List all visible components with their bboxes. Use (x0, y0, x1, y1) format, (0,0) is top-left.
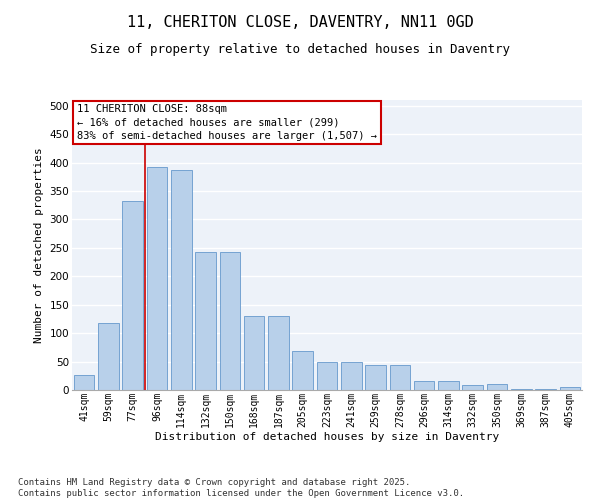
Text: 11, CHERITON CLOSE, DAVENTRY, NN11 0GD: 11, CHERITON CLOSE, DAVENTRY, NN11 0GD (127, 15, 473, 30)
Bar (389, 365, 410, 390)
Bar (414, 382, 434, 390)
Bar (487, 384, 508, 390)
Bar (171, 170, 191, 390)
Y-axis label: Number of detached properties: Number of detached properties (34, 147, 44, 343)
Bar (438, 382, 459, 390)
Bar (220, 252, 240, 390)
Text: 11 CHERITON CLOSE: 88sqm
← 16% of detached houses are smaller (299)
83% of semi-: 11 CHERITON CLOSE: 88sqm ← 16% of detach… (77, 104, 377, 141)
Text: Contains HM Land Registry data © Crown copyright and database right 2025.
Contai: Contains HM Land Registry data © Crown c… (18, 478, 464, 498)
Bar (146, 166, 167, 390)
Bar (195, 252, 216, 390)
Bar (341, 362, 362, 390)
Bar (74, 374, 94, 390)
Text: Size of property relative to detached houses in Daventry: Size of property relative to detached ho… (90, 42, 510, 56)
Bar (365, 365, 386, 390)
Bar (98, 323, 119, 390)
X-axis label: Distribution of detached houses by size in Daventry: Distribution of detached houses by size … (155, 432, 499, 442)
Bar (292, 351, 313, 390)
Bar (463, 386, 483, 390)
Bar (244, 316, 265, 390)
Bar (560, 387, 580, 390)
Bar (317, 362, 337, 390)
Bar (268, 316, 289, 390)
Bar (122, 200, 143, 390)
